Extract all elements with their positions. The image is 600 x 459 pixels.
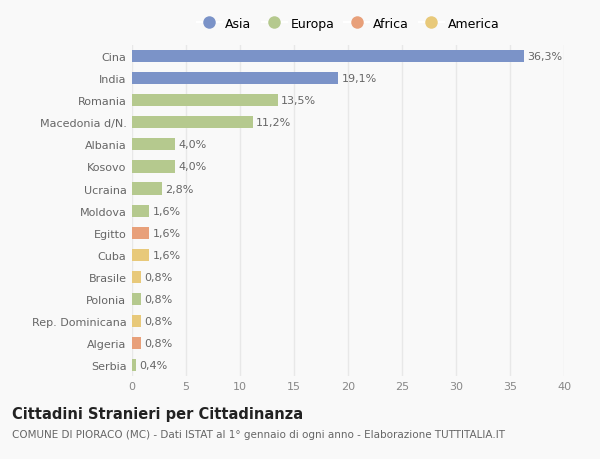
Bar	[132, 249, 149, 261]
Text: 36,3%: 36,3%	[527, 52, 562, 62]
Text: 0,8%: 0,8%	[144, 316, 172, 326]
Text: 4,0%: 4,0%	[178, 162, 206, 172]
Bar	[132, 337, 140, 349]
Bar	[132, 73, 338, 85]
Text: 1,6%: 1,6%	[152, 228, 181, 238]
Text: 11,2%: 11,2%	[256, 118, 292, 128]
Bar	[132, 293, 140, 305]
Text: 0,8%: 0,8%	[144, 338, 172, 348]
Bar	[132, 161, 175, 173]
Bar	[132, 359, 136, 371]
Legend: Asia, Europa, Africa, America: Asia, Europa, Africa, America	[194, 15, 502, 33]
Bar	[132, 117, 253, 129]
Bar	[132, 95, 278, 107]
Bar	[132, 227, 149, 239]
Text: 1,6%: 1,6%	[152, 206, 181, 216]
Bar	[132, 139, 175, 151]
Text: 1,6%: 1,6%	[152, 250, 181, 260]
Text: 2,8%: 2,8%	[166, 184, 194, 194]
Text: 0,8%: 0,8%	[144, 272, 172, 282]
Bar	[132, 183, 162, 195]
Text: Cittadini Stranieri per Cittadinanza: Cittadini Stranieri per Cittadinanza	[12, 406, 303, 421]
Bar	[132, 271, 140, 283]
Text: 0,4%: 0,4%	[140, 360, 168, 370]
Text: 13,5%: 13,5%	[281, 96, 316, 106]
Text: COMUNE DI PIORACO (MC) - Dati ISTAT al 1° gennaio di ogni anno - Elaborazione TU: COMUNE DI PIORACO (MC) - Dati ISTAT al 1…	[12, 429, 505, 439]
Text: 19,1%: 19,1%	[341, 74, 377, 84]
Text: 0,8%: 0,8%	[144, 294, 172, 304]
Bar	[132, 315, 140, 327]
Bar	[132, 51, 524, 63]
Text: 4,0%: 4,0%	[178, 140, 206, 150]
Bar	[132, 205, 149, 217]
